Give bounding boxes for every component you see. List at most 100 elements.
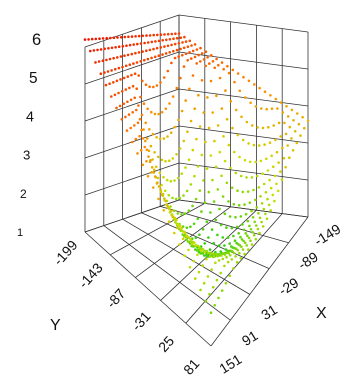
surface-point xyxy=(182,139,186,143)
surface-point xyxy=(114,67,117,71)
surface-point xyxy=(231,126,234,130)
surface-point xyxy=(150,40,154,44)
surface-point xyxy=(234,171,238,175)
surface-point xyxy=(242,75,245,79)
surface-point xyxy=(240,245,243,249)
surface-point xyxy=(233,80,236,84)
surface-point xyxy=(153,112,157,116)
surface-point xyxy=(218,150,222,154)
surface-point xyxy=(157,197,160,201)
surface-point xyxy=(244,232,247,235)
surface-point xyxy=(281,111,285,114)
surface-point xyxy=(220,254,223,257)
surface-point xyxy=(239,215,243,218)
surface-point xyxy=(144,121,147,125)
surface-point xyxy=(283,121,286,125)
surface-point xyxy=(303,126,306,130)
surface-point xyxy=(166,32,170,36)
surface-point xyxy=(159,81,162,84)
surface-point xyxy=(172,209,176,212)
surface-point xyxy=(218,76,222,80)
surface-point xyxy=(182,46,186,50)
surface-point xyxy=(213,304,216,307)
surface-point xyxy=(215,278,219,282)
surface-point xyxy=(174,197,178,201)
surface-point xyxy=(118,104,122,108)
grid-line xyxy=(84,14,180,48)
surface-point xyxy=(291,149,295,152)
surface-point xyxy=(200,79,204,82)
y-tick-label: -87 xyxy=(103,285,129,311)
surface-point xyxy=(99,72,103,75)
surface-point xyxy=(242,239,245,243)
surface-point xyxy=(205,250,209,253)
y-tick-label: 25 xyxy=(155,333,177,355)
surface-point xyxy=(237,203,241,207)
surface-point xyxy=(127,35,130,39)
surface-point xyxy=(260,220,263,224)
surface-point xyxy=(212,241,215,245)
surface-point xyxy=(126,75,130,78)
surface-point xyxy=(133,124,136,127)
surface-point xyxy=(198,233,201,236)
surface-point xyxy=(89,49,92,53)
surface-point xyxy=(256,126,259,129)
surface-point xyxy=(274,97,278,101)
surface-point xyxy=(178,243,181,246)
surface-point xyxy=(121,65,124,69)
surface-point xyxy=(152,168,156,171)
surface-point xyxy=(143,41,146,45)
surface-point xyxy=(192,259,195,263)
surface-point xyxy=(112,56,115,60)
surface-point xyxy=(127,113,131,116)
surface-point xyxy=(229,166,232,170)
surface-point xyxy=(211,60,215,63)
surface-point xyxy=(292,119,295,122)
surface-point xyxy=(229,99,233,103)
x-tick-label: -29 xyxy=(276,274,302,298)
surface-point xyxy=(215,94,218,98)
surface-point xyxy=(112,81,115,84)
surface-point xyxy=(288,156,291,159)
surface-point xyxy=(223,212,227,216)
surface-point xyxy=(214,165,218,169)
surface-point xyxy=(267,125,270,129)
surface-point xyxy=(178,196,182,200)
surface-point xyxy=(130,73,133,77)
surface-point xyxy=(259,159,263,163)
surface-point xyxy=(282,156,286,160)
surface-point xyxy=(155,182,159,185)
grid-line xyxy=(84,231,212,347)
surface-point xyxy=(157,112,160,116)
surface-point xyxy=(159,190,163,194)
surface-point xyxy=(199,46,202,50)
surface-point xyxy=(179,47,182,51)
surface-point xyxy=(223,253,227,256)
surface-point xyxy=(254,237,258,241)
surface-point xyxy=(265,107,269,111)
surface-point xyxy=(116,56,119,59)
surface-point xyxy=(186,45,190,48)
surface-point xyxy=(196,244,200,248)
surface-point xyxy=(284,132,288,136)
chart-grid xyxy=(84,14,309,347)
surface-point xyxy=(211,178,214,182)
surface-point xyxy=(137,34,141,38)
surface-point xyxy=(199,288,202,292)
surface-point xyxy=(280,178,284,181)
surface-point xyxy=(171,157,175,160)
surface-point xyxy=(155,84,159,87)
surface-point xyxy=(230,186,234,189)
surface-point xyxy=(193,55,197,59)
surface-point xyxy=(128,63,132,66)
surface-point xyxy=(139,148,143,152)
surface-point xyxy=(152,33,155,37)
surface-point xyxy=(209,154,213,157)
surface-point xyxy=(270,107,274,110)
surface-point xyxy=(249,239,252,242)
surface-point xyxy=(194,236,198,240)
surface-point xyxy=(268,178,271,182)
surface-point xyxy=(164,52,168,55)
surface-point xyxy=(101,59,105,62)
surface-point xyxy=(253,220,256,224)
